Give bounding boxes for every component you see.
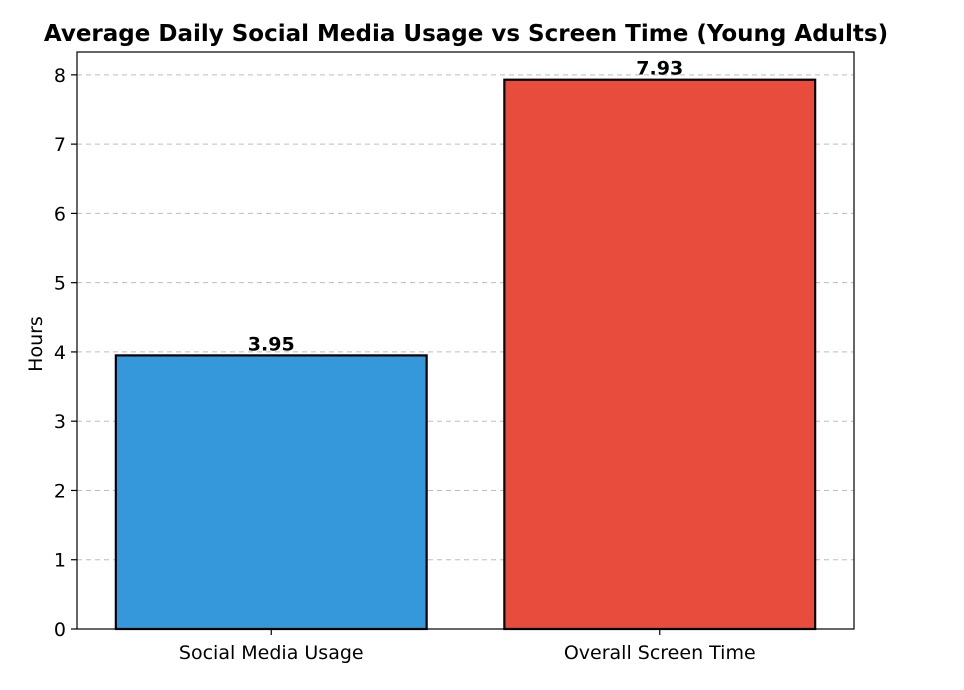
y-tick-label: 2 [54, 480, 66, 502]
y-tick-label: 0 [54, 619, 66, 641]
data-label: 7.93 [636, 58, 683, 80]
y-tick-label: 1 [54, 550, 66, 572]
y-tick-label: 5 [54, 273, 66, 295]
data-labels: 3.95 7.93 [248, 58, 683, 356]
chart-title: Average Daily Social Media Usage vs Scre… [44, 21, 888, 47]
plot-area-frame [76, 51, 855, 630]
y-tick-label: 7 [54, 134, 66, 156]
bar [503, 78, 817, 631]
x-tick-label: Social Media Usage [179, 642, 364, 664]
y-tick-label: 6 [54, 203, 66, 225]
y-tick-label: 3 [54, 411, 66, 433]
y-axis-label: Hours [25, 316, 47, 372]
x-tick-label: Overall Screen Time [564, 642, 756, 664]
y-axis-ticks: 0 1 2 3 4 5 6 7 8 [54, 65, 77, 641]
bar [114, 354, 428, 631]
y-tick-label: 4 [54, 342, 66, 364]
y-tick-label: 8 [54, 65, 66, 87]
x-axis-ticks: Social Media Usage Overall Screen Time [179, 629, 756, 664]
data-label: 3.95 [248, 333, 295, 355]
bars [114, 78, 817, 631]
